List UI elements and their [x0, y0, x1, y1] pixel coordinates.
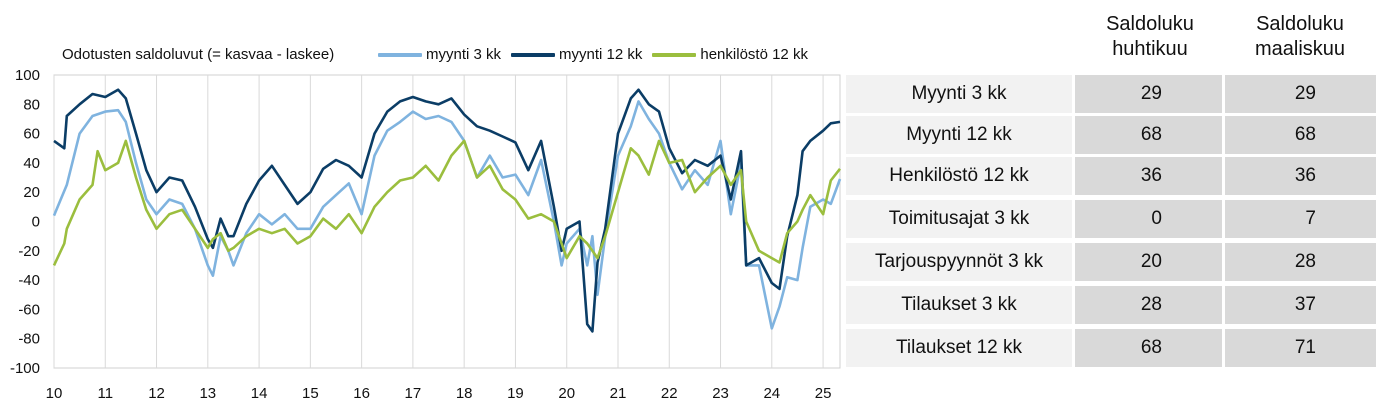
table-row: Tarjouspyynnöt 3 kk 20 28	[846, 243, 1376, 281]
table-row: Henkilöstö 12 kk 36 36	[846, 157, 1376, 195]
table-row: Myynti 12 kk 68 68	[846, 116, 1376, 154]
value-april: 68	[1075, 116, 1222, 154]
legend-label: myynti 12 kk	[559, 46, 643, 63]
legend-swatch	[511, 52, 556, 57]
chart-legend: myynti 3 kk myynti 12 kk henkilöstö 12 k…	[378, 46, 818, 63]
x-tick-label: 15	[302, 385, 319, 402]
value-march: 7	[1225, 200, 1376, 238]
legend-swatch	[378, 52, 422, 57]
balance-table: Saldoluku huhtikuu Saldoluku maaliskuu M…	[846, 0, 1376, 372]
y-axis-ticks: 100 80 60 40 20 0 -20 -40 -60 -80 -100	[10, 67, 40, 377]
series-line-2	[52, 139, 842, 266]
y-tick-label: 100	[15, 67, 40, 84]
x-tick-label: 24	[763, 385, 780, 402]
y-tick-label: -80	[18, 331, 40, 348]
value-march: 71	[1225, 329, 1376, 367]
series-line-0	[52, 100, 842, 330]
y-tick-label: 60	[23, 126, 40, 143]
x-tick-label: 11	[97, 385, 113, 402]
column-header-april: Saldoluku huhtikuu	[1106, 13, 1194, 60]
value-april: 20	[1075, 243, 1222, 281]
table-row: Toimitusajat 3 kk 0 7	[846, 200, 1376, 238]
y-tick-label: -20	[18, 243, 40, 260]
chart-grid	[53, 74, 841, 369]
row-label: Tarjouspyynnöt 3 kk	[846, 243, 1072, 281]
chart-series	[52, 88, 842, 333]
value-march: 28	[1225, 243, 1376, 281]
row-label: Henkilöstö 12 kk	[846, 157, 1072, 195]
value-april: 28	[1075, 286, 1222, 324]
chart-title: Odotusten saldoluvut (= kasvaa - laskee)	[62, 46, 335, 63]
legend-label: henkilöstö 12 kk	[700, 46, 808, 63]
table-row: Tilaukset 12 kk 68 71	[846, 329, 1376, 367]
row-label: Tilaukset 3 kk	[846, 286, 1072, 324]
y-tick-label: 40	[23, 155, 40, 172]
x-tick-label: 22	[661, 385, 678, 402]
row-label: Myynti 12 kk	[846, 116, 1072, 154]
value-april: 0	[1075, 200, 1222, 238]
y-tick-label: -60	[18, 301, 40, 318]
value-april: 36	[1075, 157, 1222, 195]
y-tick-label: 80	[23, 96, 40, 113]
x-tick-label: 10	[46, 385, 63, 402]
row-label: Myynti 3 kk	[846, 75, 1072, 113]
row-label: Tilaukset 12 kk	[846, 329, 1072, 367]
x-tick-label: 14	[251, 385, 268, 402]
value-march: 36	[1225, 157, 1376, 195]
value-march: 29	[1225, 75, 1376, 113]
x-tick-label: 18	[456, 385, 473, 402]
legend-item-myynti-12kk: myynti 12 kk	[511, 46, 642, 63]
x-axis-ticks: 10 11 12 13 14 15 16 17 18 19 20 21 22 23 24 25	[46, 385, 832, 402]
value-march: 37	[1225, 286, 1376, 324]
x-tick-label: 13	[199, 385, 216, 402]
series-line-1	[53, 88, 841, 333]
value-april: 68	[1075, 329, 1222, 367]
x-tick-label: 19	[507, 385, 524, 402]
x-tick-label: 21	[610, 385, 627, 402]
y-tick-label: 0	[32, 214, 40, 231]
column-header-march: Saldoluku maaliskuu	[1254, 13, 1346, 60]
value-march: 68	[1225, 116, 1376, 154]
legend-swatch	[652, 52, 697, 57]
legend-label: myynti 3 kk	[426, 46, 502, 63]
x-tick-label: 23	[712, 385, 729, 402]
y-tick-label: -40	[18, 272, 40, 289]
legend-item-myynti-3kk: myynti 3 kk	[378, 46, 501, 63]
x-tick-label: 25	[815, 385, 832, 402]
x-tick-label: 17	[405, 385, 422, 402]
x-tick-label: 16	[353, 385, 370, 402]
y-tick-label: -100	[10, 360, 40, 377]
row-label: Toimitusajat 3 kk	[846, 200, 1072, 238]
x-tick-label: 12	[148, 385, 165, 402]
value-april: 29	[1075, 75, 1222, 113]
legend-item-henkilosto-12kk: henkilöstö 12 kk	[652, 46, 808, 63]
table-row: Myynti 3 kk 29 29	[846, 75, 1376, 113]
y-tick-label: 20	[23, 184, 40, 201]
table-row: Tilaukset 3 kk 28 37	[846, 286, 1376, 324]
x-tick-label: 20	[558, 385, 575, 402]
